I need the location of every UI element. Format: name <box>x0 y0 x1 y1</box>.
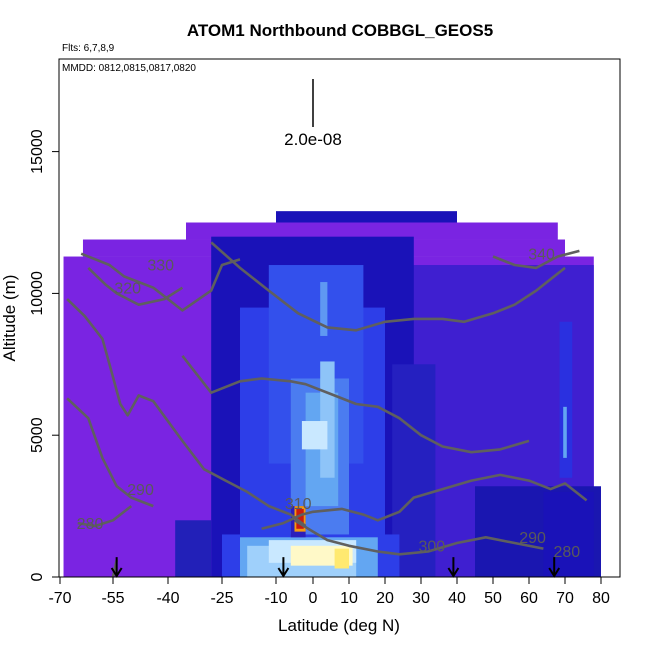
x-tick-label: -40 <box>156 590 179 607</box>
flight-markers <box>110 557 561 578</box>
field-background <box>186 222 558 240</box>
contour-line <box>210 241 566 332</box>
contour-label: 320 <box>114 280 141 297</box>
field-peak <box>296 508 304 529</box>
field-boundary-layer <box>334 548 349 569</box>
field-cap <box>276 211 457 223</box>
field-core <box>301 421 328 450</box>
contour-label: 300 <box>418 538 445 555</box>
contour-label: 330 <box>147 258 174 275</box>
y-axis: 0 5000 10000 15000 <box>29 129 59 581</box>
flight-marker-arrowhead <box>548 567 561 578</box>
contour-line <box>261 473 588 531</box>
contour-line <box>492 249 580 270</box>
x-axis: -70 -55 -40 -25 -10 0 10 20 30 40 50 60 70 80 <box>48 577 610 607</box>
contour-label: 290 <box>519 530 546 547</box>
contour-line <box>181 355 530 454</box>
x-tick-label: 50 <box>484 590 502 607</box>
contour-line <box>293 519 544 556</box>
field-north-column <box>559 321 573 478</box>
x-tick-label: 40 <box>448 590 466 607</box>
flight-marker-arrowhead <box>110 567 123 578</box>
contour-line <box>77 505 133 528</box>
x-tick-label: 10 <box>340 590 358 607</box>
plot-frame <box>58 58 621 578</box>
contour-label: 280 <box>553 544 580 561</box>
contour-label: 310 <box>285 496 312 513</box>
x-tick-label: 30 <box>412 590 430 607</box>
x-tick-label: 0 <box>309 590 318 607</box>
y-tick-label: 10000 <box>29 271 46 316</box>
x-tick-label: 80 <box>592 590 610 607</box>
potential-temperature-contours: 280 290 300 310 320 330 340 290 280 <box>66 241 588 578</box>
contour-line <box>87 266 184 306</box>
y-tick-label: 0 <box>29 572 46 581</box>
contour-label: 340 <box>528 246 555 263</box>
flight-marker-arrowhead <box>277 567 290 578</box>
field-core <box>320 361 335 478</box>
field-north-column <box>563 406 567 458</box>
flight-marker-arrowhead <box>447 567 460 578</box>
x-tick-label: -70 <box>48 590 71 607</box>
scale-bar: 2.0e-08 <box>284 79 342 149</box>
scale-bar-label: 2.0e-08 <box>284 130 342 149</box>
x-tick-label: 20 <box>376 590 394 607</box>
contour-label: 290 <box>127 482 154 499</box>
y-axis-label: Altitude (m) <box>0 275 19 362</box>
contour-label: 280 <box>77 516 104 533</box>
dates-note: MMDD: 0812,0815,0817,0820 <box>62 63 196 74</box>
x-axis-label: Latitude (deg N) <box>278 616 400 635</box>
field-column-edge <box>175 520 212 577</box>
contour-line <box>66 397 154 508</box>
y-tick-label: 5000 <box>29 417 46 453</box>
contour-line <box>80 252 241 312</box>
x-tick-label: -55 <box>101 590 124 607</box>
field-column-edge <box>392 364 436 577</box>
chart-title: ATOM1 Northbound COBBGL_GEOS5 <box>187 21 493 40</box>
y-tick-label: 15000 <box>29 129 46 174</box>
field-north-low <box>543 491 594 577</box>
x-tick-label: 60 <box>520 590 538 607</box>
x-tick-label: -25 <box>210 590 233 607</box>
x-tick-label: -10 <box>264 590 287 607</box>
contour-line <box>66 298 307 528</box>
flights-note: Flts: 6,7,8,9 <box>62 43 115 54</box>
field-core <box>320 282 328 336</box>
x-tick-label: 70 <box>556 590 574 607</box>
